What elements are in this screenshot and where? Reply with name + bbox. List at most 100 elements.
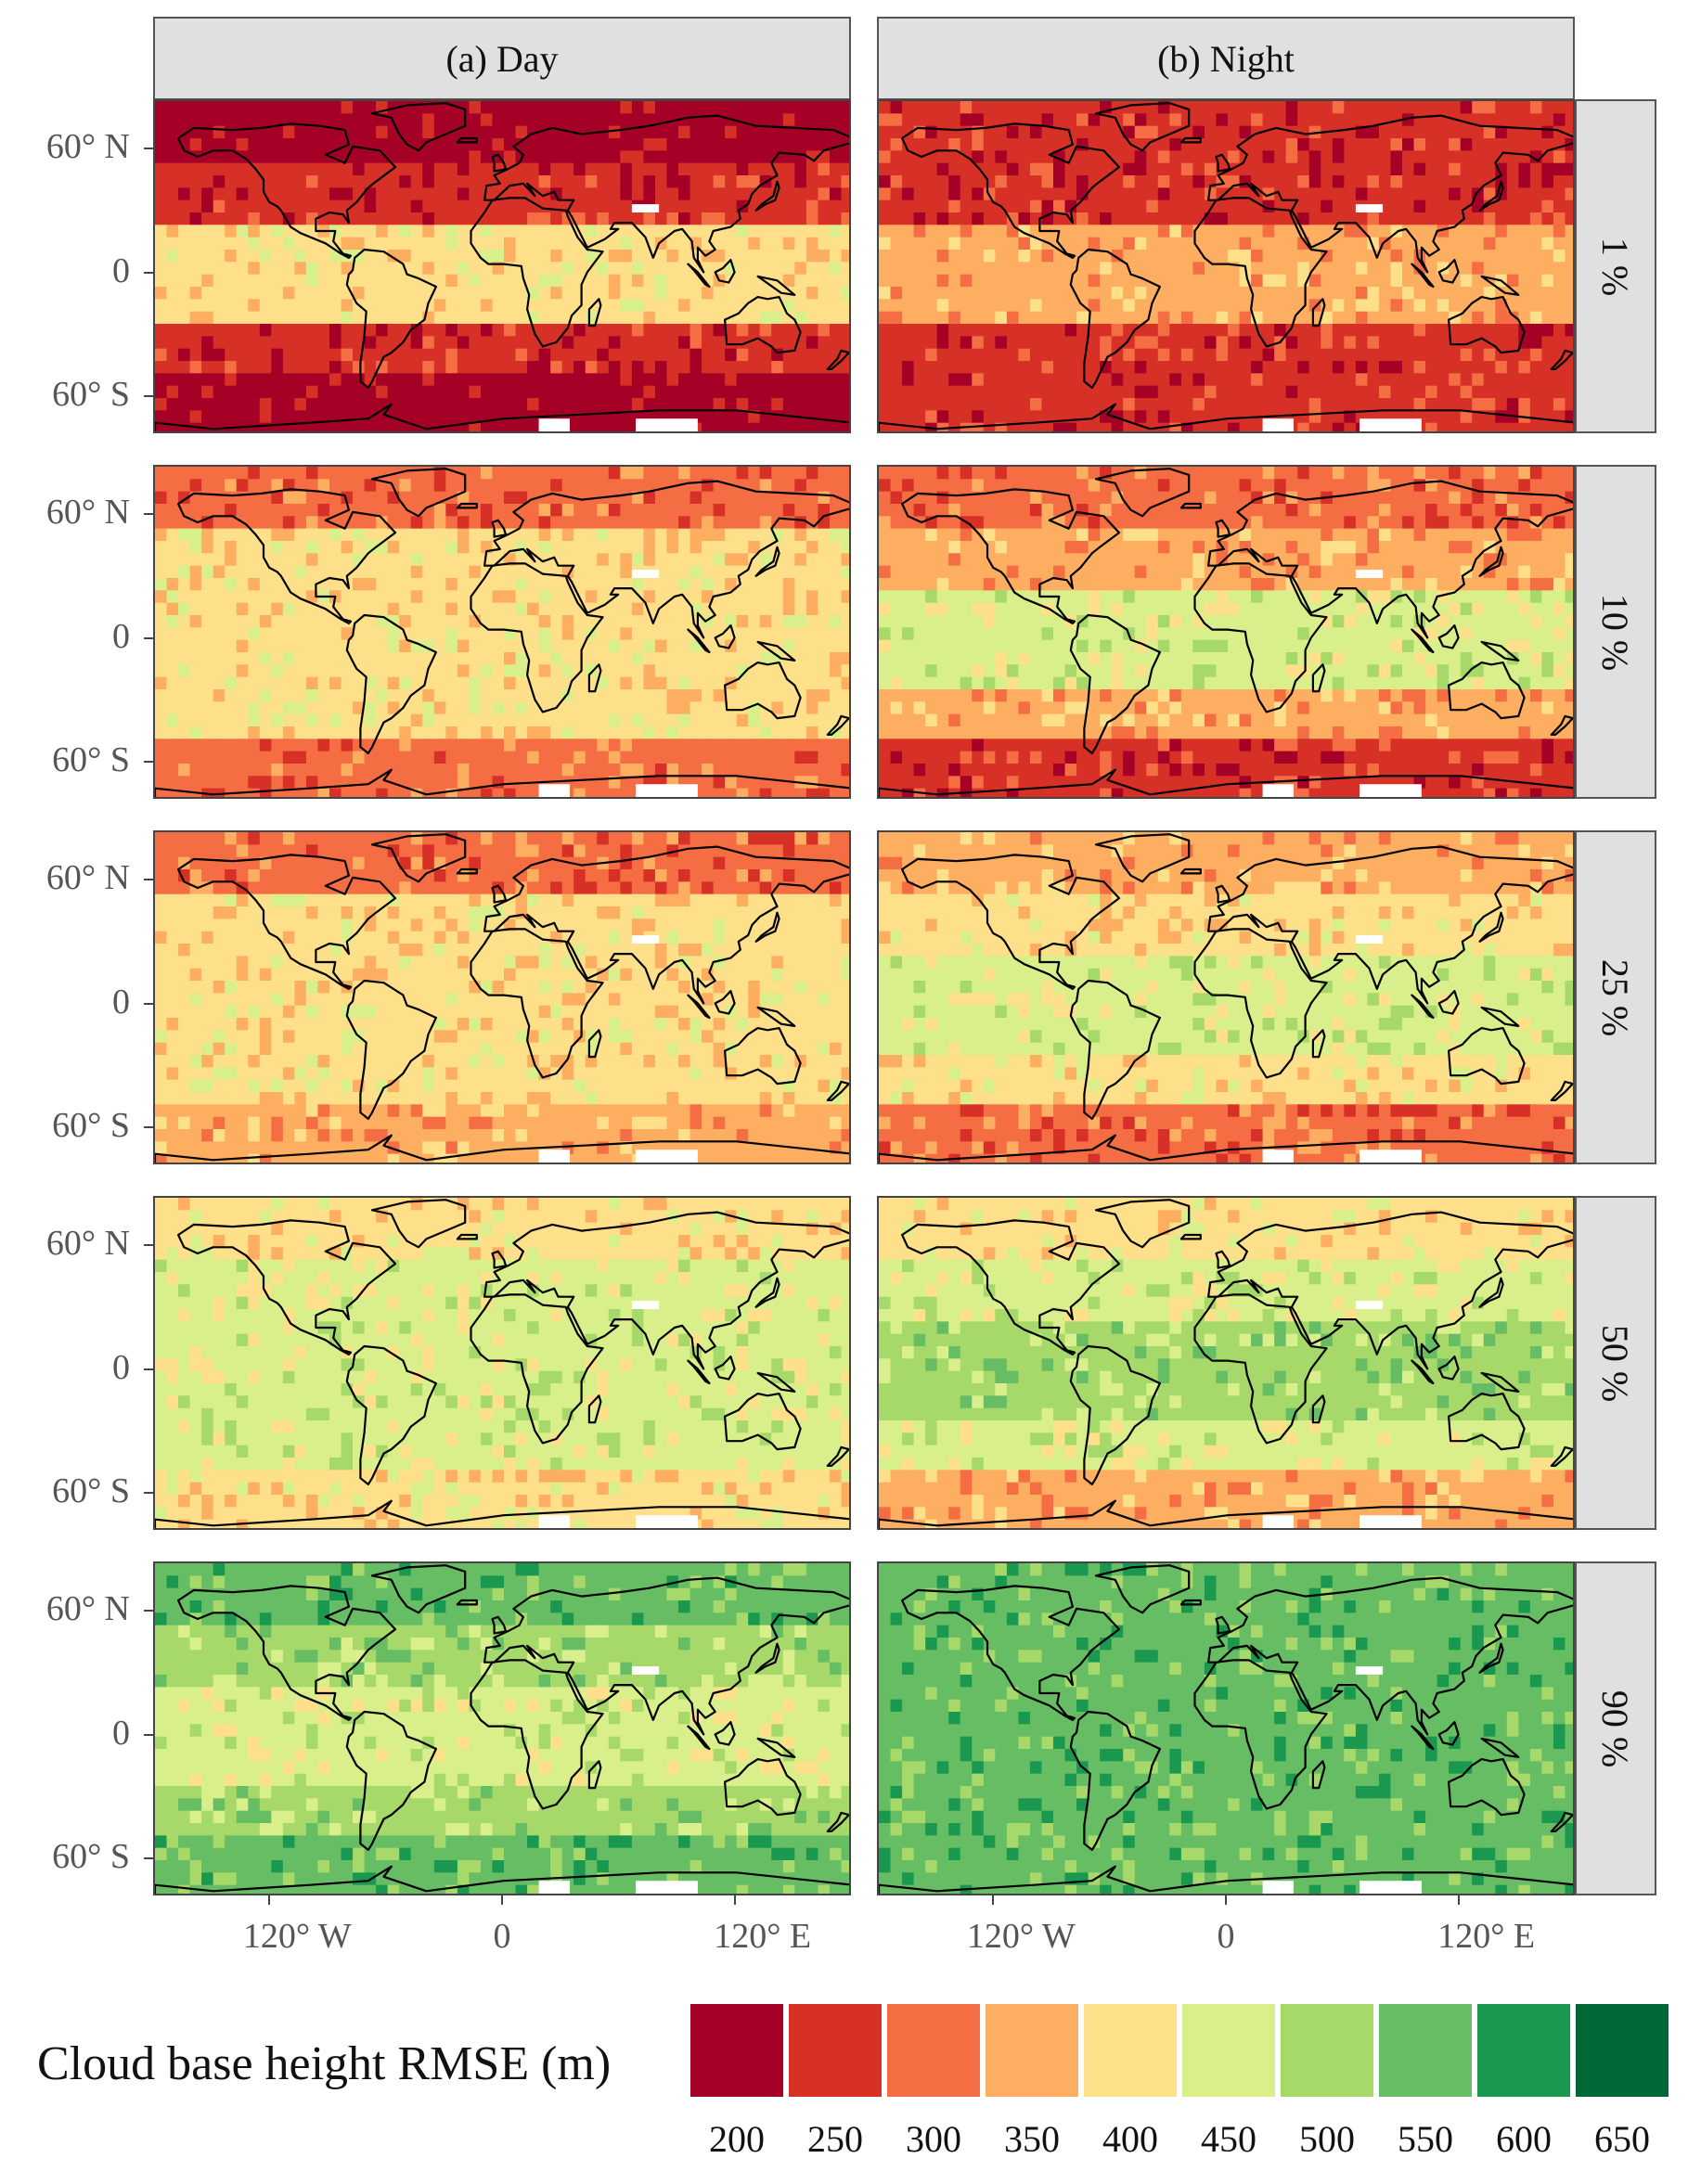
- rmse-cell: [480, 479, 494, 493]
- rmse-cell: [469, 652, 482, 665]
- rmse-cell: [294, 187, 307, 201]
- rmse-cell: [597, 516, 610, 530]
- rmse-cell: [282, 664, 295, 678]
- rmse-cell: [841, 590, 849, 604]
- rmse-cell: [248, 602, 261, 616]
- rmse-cell: [376, 361, 389, 374]
- rmse-cell: [433, 528, 446, 542]
- rmse-cell: [550, 652, 563, 665]
- rmse-cell: [585, 187, 598, 201]
- rmse-cell: [259, 199, 272, 213]
- rmse-cell: [166, 250, 179, 263]
- rmse-cell: [713, 162, 726, 176]
- rmse-cell: [936, 467, 949, 480]
- rmse-cell: [1355, 262, 1368, 276]
- coastline: [470, 562, 604, 713]
- rmse-cell: [1425, 212, 1438, 225]
- rmse-cell: [841, 664, 849, 678]
- rmse-cell: [1449, 287, 1462, 300]
- rmse-cell: [225, 504, 238, 517]
- rmse-cell: [538, 250, 551, 263]
- rmse-cell: [585, 739, 598, 752]
- rmse-cell: [782, 565, 795, 579]
- rmse-cell: [166, 422, 179, 431]
- rmse-cell: [573, 113, 586, 127]
- rmse-cell: [433, 237, 446, 251]
- rmse-cell: [1216, 311, 1229, 325]
- rmse-cell: [492, 652, 505, 665]
- rmse-cell: [782, 274, 795, 288]
- rmse-cell: [305, 113, 319, 127]
- rmse-cell: [433, 739, 446, 752]
- rmse-cell: [936, 262, 949, 276]
- rmse-cell: [948, 262, 961, 276]
- rmse-cell: [1449, 250, 1462, 263]
- rmse-cell: [189, 701, 202, 715]
- rmse-cell: [433, 299, 446, 313]
- rmse-cell: [890, 361, 903, 374]
- rmse-cell: [759, 516, 772, 530]
- rmse-cell: [725, 162, 738, 176]
- rmse-cell: [504, 373, 517, 387]
- rmse-cell: [654, 627, 668, 641]
- rmse-cell: [1006, 373, 1019, 387]
- rmse-cell: [748, 324, 761, 337]
- rmse-cell: [445, 689, 458, 702]
- rmse-cell: [1483, 287, 1496, 300]
- rmse-cell: [1495, 212, 1508, 225]
- rmse-cell: [527, 237, 540, 251]
- rmse-cell: [818, 250, 831, 263]
- rmse-cell: [841, 162, 849, 176]
- rmse-cell: [492, 726, 505, 739]
- rmse-cell: [995, 150, 1008, 164]
- rmse-cell: [1239, 361, 1252, 374]
- rmse-cell: [550, 590, 563, 604]
- rmse-cell: [879, 385, 892, 399]
- rmse-cell: [445, 237, 458, 251]
- rmse-cell: [527, 664, 540, 678]
- rmse-cell: [1402, 125, 1415, 139]
- rmse-cell: [1565, 262, 1573, 276]
- rmse-cell: [271, 125, 284, 139]
- rmse-cell: [1041, 250, 1054, 263]
- rmse-cell: [410, 627, 423, 641]
- rmse-cell: [178, 590, 191, 604]
- rmse-cell: [504, 250, 517, 263]
- rmse-cell: [1460, 187, 1473, 201]
- rmse-cell: [643, 615, 656, 628]
- rmse-cell: [469, 361, 482, 374]
- rmse-cell: [550, 467, 563, 480]
- rmse-cell: [492, 348, 505, 362]
- map-svg: [879, 467, 1573, 797]
- rmse-cell: [666, 101, 679, 114]
- rmse-cell: [178, 578, 191, 591]
- rmse-cell: [702, 739, 715, 752]
- rmse-cell: [1192, 311, 1205, 325]
- rmse-cell: [654, 726, 668, 739]
- rmse-cell: [1402, 175, 1415, 188]
- rmse-cell: [1402, 212, 1415, 225]
- rmse-cell: [561, 751, 574, 764]
- rmse-cell: [818, 739, 831, 752]
- rmse-cell: [936, 138, 949, 151]
- rmse-cell: [713, 175, 726, 188]
- rmse-cell: [353, 361, 366, 374]
- rmse-cell: [178, 199, 191, 213]
- rmse-cell: [1541, 373, 1554, 387]
- rmse-cell: [805, 528, 818, 542]
- rmse-cell: [585, 274, 598, 288]
- rmse-cell: [1483, 385, 1496, 399]
- rmse-cell: [597, 162, 610, 176]
- rmse-cell: [271, 689, 284, 702]
- rmse-cell: [902, 274, 915, 288]
- rmse-cell: [1157, 237, 1170, 251]
- rmse-cell: [573, 788, 586, 797]
- rmse-cell: [1425, 324, 1438, 337]
- rmse-cell: [1285, 150, 1298, 164]
- rmse-cell: [1100, 187, 1113, 201]
- rmse-cell: [960, 199, 973, 213]
- rmse-cell: [1111, 199, 1124, 213]
- rmse-cell: [1134, 125, 1147, 139]
- rmse-cell: [282, 422, 295, 431]
- rmse-cell: [317, 504, 330, 517]
